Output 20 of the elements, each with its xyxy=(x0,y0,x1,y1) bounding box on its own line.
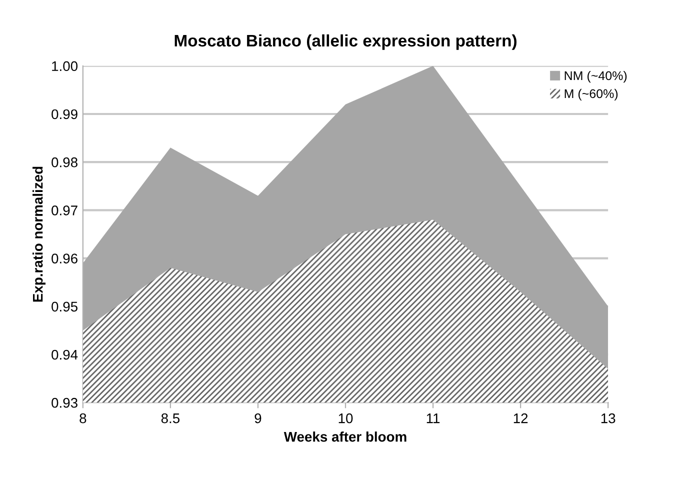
y-tick-label: 0.98 xyxy=(52,157,78,168)
y-tick-label: 0.93 xyxy=(52,398,78,408)
y-tick-label: 1.00 xyxy=(52,61,78,72)
x-axis-title: Weeks after bloom xyxy=(284,432,406,442)
x-tick-label: 8 xyxy=(80,413,86,424)
x-tick-label: 8.5 xyxy=(161,413,180,424)
x-tick-label: 13 xyxy=(601,413,616,424)
y-tick-label: 0.96 xyxy=(52,254,78,264)
y-tick-label: 0.97 xyxy=(52,206,78,216)
x-tick-label: 12 xyxy=(514,413,528,424)
y-tick-label: 0.94 xyxy=(52,350,78,360)
y-tick-label: 0.99 xyxy=(52,109,78,120)
legend-label: M (~60%) xyxy=(564,88,618,101)
y-axis-title: Exp.ratio normalized xyxy=(32,166,46,302)
legend-label: NM (~40%) xyxy=(564,70,627,83)
chart-title: Moscato Bianco (allelic expression pattern) xyxy=(174,34,516,50)
y-tick-label: 0.95 xyxy=(52,302,78,312)
x-tick-label: 11 xyxy=(426,414,440,424)
x-tick-label: 9 xyxy=(254,413,262,424)
x-tick-label: 10 xyxy=(338,413,353,424)
